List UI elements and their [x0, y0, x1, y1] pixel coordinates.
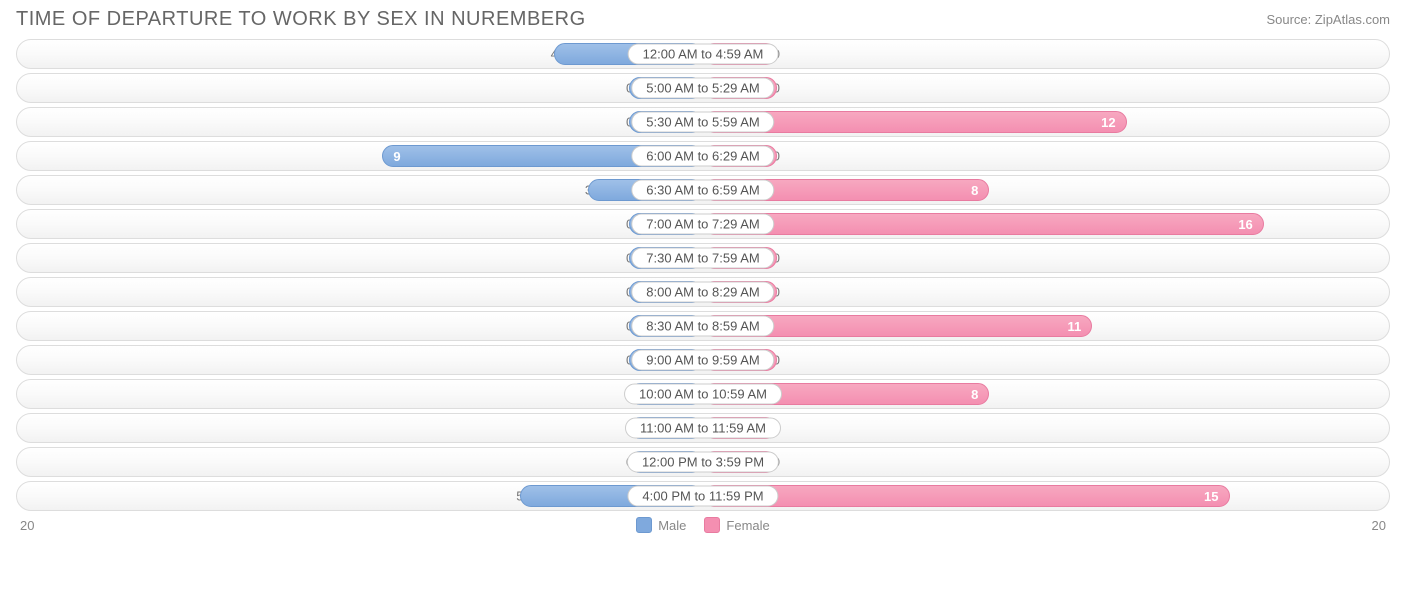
chart-row: 005:00 AM to 5:29 AM: [16, 73, 1390, 103]
category-label: 6:30 AM to 6:59 AM: [631, 180, 774, 201]
category-label: 5:00 AM to 5:29 AM: [631, 78, 774, 99]
chart-row: 007:30 AM to 7:59 AM: [16, 243, 1390, 273]
category-label: 12:00 AM to 4:59 AM: [628, 44, 779, 65]
legend-female: Female: [704, 517, 769, 533]
female-value: 15: [1204, 489, 1218, 504]
chart-area: 4012:00 AM to 4:59 AM 005:00 AM to 5:29 A…: [0, 35, 1406, 511]
female-value: 16: [1238, 217, 1252, 232]
category-label: 10:00 AM to 10:59 AM: [624, 384, 782, 405]
category-label: 11:00 AM to 11:59 AM: [625, 418, 781, 439]
axis-max-left: 20: [20, 518, 34, 533]
chart-header: TIME OF DEPARTURE TO WORK BY SEX IN NURE…: [0, 0, 1406, 35]
female-value: 12: [1101, 115, 1115, 130]
chart-row: 906:00 AM to 6:29 AM: [16, 141, 1390, 171]
axis-max-right: 20: [1372, 518, 1386, 533]
category-label: 6:00 AM to 6:29 AM: [631, 146, 774, 167]
legend-male-label: Male: [658, 518, 686, 533]
female-swatch: [704, 517, 720, 533]
category-label: 5:30 AM to 5:59 AM: [631, 112, 774, 133]
chart-row: 0118:30 AM to 8:59 AM: [16, 311, 1390, 341]
female-value: 11: [1068, 319, 1082, 334]
category-label: 9:00 AM to 9:59 AM: [631, 350, 774, 371]
chart-row: 0125:30 AM to 5:59 AM: [16, 107, 1390, 137]
chart-title: TIME OF DEPARTURE TO WORK BY SEX IN NURE…: [16, 8, 586, 31]
chart-footer: 20 Male Female 20: [0, 515, 1406, 541]
legend-female-label: Female: [726, 518, 769, 533]
chart-row: 0167:00 AM to 7:29 AM: [16, 209, 1390, 239]
category-label: 8:30 AM to 8:59 AM: [631, 316, 774, 337]
category-label: 7:00 AM to 7:29 AM: [631, 214, 774, 235]
category-label: 4:00 PM to 11:59 PM: [627, 486, 778, 507]
male-value: 9: [393, 149, 400, 164]
chart-row: 5154:00 PM to 11:59 PM: [16, 481, 1390, 511]
female-bar: 16: [703, 213, 1264, 235]
chart-row: 008:00 AM to 8:29 AM: [16, 277, 1390, 307]
chart-row: 4012:00 AM to 4:59 AM: [16, 39, 1390, 69]
female-value: 8: [971, 387, 978, 402]
chart-row: 386:30 AM to 6:59 AM: [16, 175, 1390, 205]
female-value: 8: [971, 183, 978, 198]
category-label: 7:30 AM to 7:59 AM: [631, 248, 774, 269]
category-label: 8:00 AM to 8:29 AM: [631, 282, 774, 303]
legend: Male Female: [636, 517, 770, 533]
female-bar: 15: [703, 485, 1230, 507]
chart-row: 0810:00 AM to 10:59 AM: [16, 379, 1390, 409]
chart-row: 0011:00 AM to 11:59 AM: [16, 413, 1390, 443]
chart-source: Source: ZipAtlas.com: [1266, 12, 1390, 27]
chart-row: 009:00 AM to 9:59 AM: [16, 345, 1390, 375]
male-swatch: [636, 517, 652, 533]
chart-row: 0012:00 PM to 3:59 PM: [16, 447, 1390, 477]
category-label: 12:00 PM to 3:59 PM: [627, 452, 779, 473]
legend-male: Male: [636, 517, 686, 533]
